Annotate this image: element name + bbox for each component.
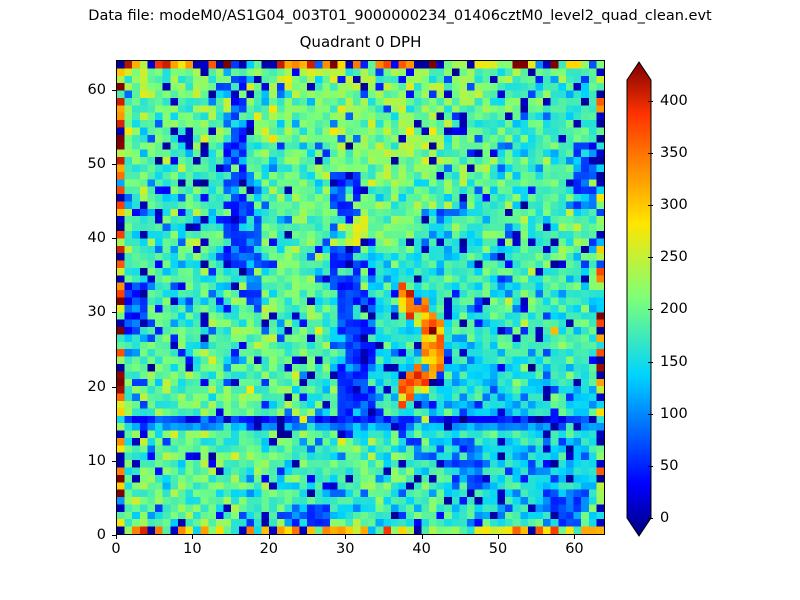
x-tick-label: 50 [488, 541, 508, 557]
colorbar-body [626, 61, 652, 537]
y-tick-label: 20 [87, 378, 106, 395]
x-tick-mark [421, 535, 423, 539]
colorbar-tick-mark [648, 309, 653, 311]
x-tick-mark [345, 535, 347, 539]
y-tick-mark [112, 163, 116, 165]
colorbar-tick-label: 0 [660, 510, 670, 526]
colorbar-tick-mark [648, 413, 653, 415]
colorbar-tick-mark [648, 100, 653, 102]
heatmap-image [117, 61, 604, 534]
colorbar-tick-label: 400 [660, 92, 688, 109]
x-tick-label: 60 [565, 541, 584, 557]
y-tick-mark [112, 89, 116, 91]
y-tick-label: 60 [87, 81, 106, 98]
x-tick-label: 0 [111, 541, 121, 557]
figure-suptitle: Data file: modeM0/AS1G04_003T01_90000002… [88, 8, 712, 24]
heatmap-axes [116, 60, 605, 535]
colorbar-tick-label: 200 [660, 301, 688, 318]
y-tick-mark [112, 386, 116, 388]
colorbar-tick-mark [648, 205, 653, 207]
y-tick-mark [112, 535, 116, 536]
colorbar-tick-label: 350 [660, 145, 688, 161]
y-tick-label: 0 [96, 527, 106, 543]
colorbar-gradient [626, 61, 652, 537]
colorbar-tick-label: 250 [660, 249, 688, 266]
colorbar-tick-label: 150 [660, 353, 688, 370]
y-tick-mark [112, 238, 116, 240]
x-tick-mark [498, 535, 500, 539]
colorbar-tick-label: 300 [660, 197, 688, 214]
x-tick-label: 40 [412, 541, 431, 557]
y-tick-mark [112, 312, 116, 314]
x-tick-mark [574, 535, 576, 539]
colorbar-tick-mark [648, 361, 653, 363]
x-tick-label: 10 [183, 541, 202, 557]
colorbar-tick-mark [648, 153, 653, 154]
colorbar-tick-mark [648, 465, 653, 467]
colorbar: 0 50 100 150 200 250 300 350 400 [626, 60, 688, 538]
x-tick-mark [192, 535, 194, 539]
colorbar-tick-mark [648, 257, 653, 259]
colorbar-tick-label: 50 [660, 457, 679, 474]
x-tick-mark [268, 535, 270, 539]
colorbar-tick-label: 100 [660, 405, 688, 422]
y-tick-label: 40 [87, 230, 106, 247]
y-tick-label: 30 [87, 304, 106, 321]
y-tick-mark [112, 460, 116, 462]
x-tick-label: 30 [335, 541, 355, 557]
colorbar-tick-mark [648, 518, 653, 519]
x-tick-label: 20 [259, 541, 279, 557]
x-tick-mark [116, 535, 117, 539]
y-tick-label: 50 [87, 155, 106, 172]
y-tick-label: 10 [87, 452, 106, 469]
axes-title: Quadrant 0 DPH [299, 33, 422, 51]
